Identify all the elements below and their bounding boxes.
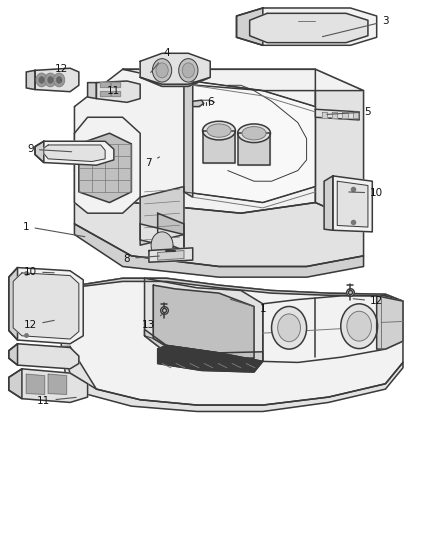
Polygon shape [96, 81, 140, 102]
Polygon shape [184, 80, 315, 203]
Ellipse shape [207, 124, 231, 137]
Polygon shape [79, 133, 131, 203]
Text: 10: 10 [24, 267, 54, 277]
Ellipse shape [237, 124, 270, 142]
Circle shape [182, 63, 194, 78]
Text: 12: 12 [353, 296, 383, 306]
Text: 1: 1 [23, 222, 85, 237]
Polygon shape [263, 296, 403, 362]
Polygon shape [184, 80, 193, 197]
Circle shape [56, 76, 62, 84]
Text: 8: 8 [124, 254, 159, 263]
Circle shape [36, 73, 47, 87]
Text: 12: 12 [55, 64, 68, 81]
Polygon shape [100, 91, 110, 96]
Circle shape [151, 232, 173, 259]
Text: 12: 12 [24, 320, 54, 330]
Polygon shape [79, 278, 403, 303]
Circle shape [156, 63, 168, 78]
Polygon shape [202, 131, 236, 163]
Polygon shape [26, 374, 45, 394]
Text: 4: 4 [151, 49, 170, 72]
Polygon shape [9, 344, 18, 365]
Text: 10: 10 [349, 188, 383, 198]
Polygon shape [322, 112, 327, 118]
Polygon shape [343, 112, 348, 118]
Circle shape [272, 306, 307, 349]
Polygon shape [140, 187, 184, 245]
Polygon shape [140, 77, 210, 86]
Polygon shape [353, 112, 358, 118]
Polygon shape [9, 268, 83, 344]
Circle shape [47, 76, 53, 84]
Circle shape [341, 304, 378, 349]
Polygon shape [145, 329, 263, 361]
Polygon shape [377, 296, 403, 349]
Polygon shape [123, 69, 364, 91]
Text: 3: 3 [322, 17, 389, 37]
Polygon shape [35, 141, 44, 163]
Text: 11: 11 [37, 396, 76, 406]
Text: 9: 9 [27, 144, 72, 154]
Circle shape [347, 311, 371, 341]
Polygon shape [140, 224, 184, 251]
Polygon shape [13, 273, 79, 339]
Polygon shape [153, 285, 254, 358]
Polygon shape [48, 374, 67, 394]
Circle shape [152, 59, 172, 82]
Polygon shape [237, 8, 377, 45]
Circle shape [45, 73, 56, 87]
Polygon shape [88, 83, 96, 99]
Polygon shape [74, 224, 364, 277]
Text: 13: 13 [142, 314, 162, 330]
Polygon shape [324, 176, 333, 230]
Polygon shape [74, 69, 315, 213]
Polygon shape [35, 141, 114, 165]
Polygon shape [9, 369, 22, 399]
Text: 6: 6 [200, 98, 214, 107]
Polygon shape [111, 82, 120, 87]
Polygon shape [9, 344, 79, 369]
Polygon shape [158, 251, 184, 260]
Polygon shape [158, 213, 184, 251]
Polygon shape [74, 171, 364, 266]
Polygon shape [61, 278, 403, 405]
Polygon shape [332, 112, 337, 118]
Polygon shape [193, 100, 204, 107]
Polygon shape [337, 181, 368, 227]
Polygon shape [61, 346, 403, 411]
Polygon shape [74, 117, 140, 213]
Circle shape [278, 314, 300, 342]
Ellipse shape [242, 126, 266, 140]
Polygon shape [315, 69, 364, 224]
Polygon shape [111, 91, 120, 96]
Polygon shape [333, 176, 372, 232]
Polygon shape [26, 70, 35, 90]
Polygon shape [158, 345, 263, 372]
Text: 1: 1 [230, 300, 266, 314]
Text: 5: 5 [327, 107, 371, 117]
Polygon shape [35, 68, 79, 92]
Polygon shape [237, 133, 270, 165]
Text: 11: 11 [107, 86, 120, 95]
Text: 7: 7 [145, 157, 159, 167]
Polygon shape [140, 53, 210, 86]
Polygon shape [44, 145, 105, 161]
Circle shape [179, 59, 198, 82]
Ellipse shape [202, 122, 236, 140]
Polygon shape [250, 13, 368, 43]
Polygon shape [237, 8, 263, 45]
Polygon shape [149, 248, 193, 262]
Circle shape [39, 76, 45, 84]
Polygon shape [9, 369, 88, 402]
Polygon shape [315, 109, 359, 120]
Polygon shape [100, 82, 110, 87]
Circle shape [53, 73, 65, 87]
Polygon shape [9, 268, 18, 340]
Polygon shape [145, 278, 263, 361]
